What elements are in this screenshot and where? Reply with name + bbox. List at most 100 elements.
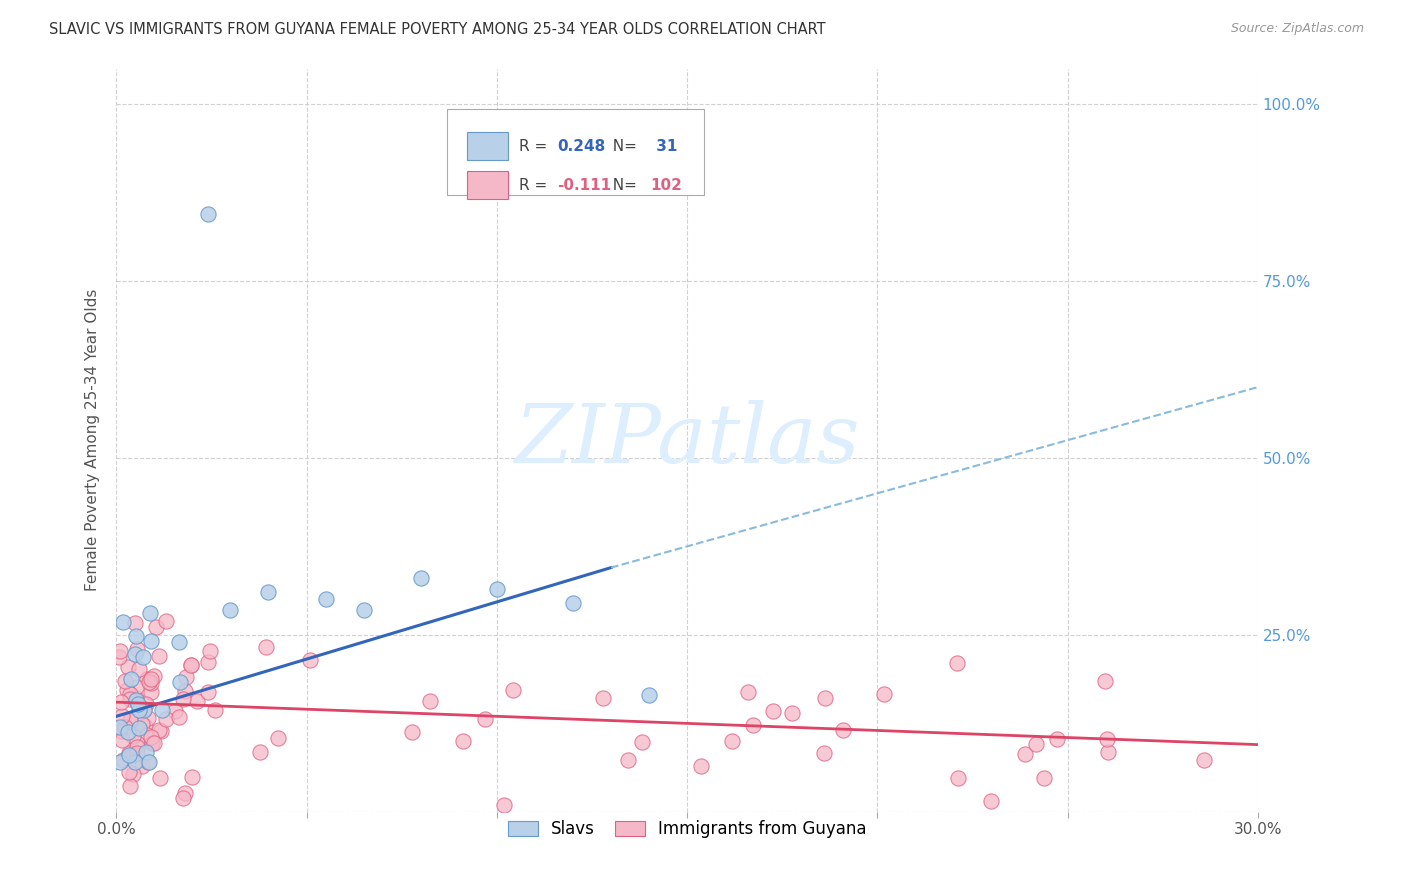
Point	[125, 641, 148, 656]
Point	[134, 719, 156, 733]
Point	[266, 731, 288, 746]
Point	[1094, 674, 1116, 689]
Point	[142, 736, 165, 750]
Point	[136, 711, 159, 725]
Point	[128, 703, 150, 717]
Point	[136, 672, 159, 686]
Point	[172, 692, 194, 706]
Point	[117, 683, 139, 698]
Point	[110, 695, 132, 709]
Point	[631, 734, 654, 748]
Point	[139, 684, 162, 698]
Point	[139, 606, 162, 620]
Point	[131, 759, 153, 773]
Point	[131, 650, 153, 665]
Point	[141, 634, 163, 648]
Text: SLAVIC VS IMMIGRANTS FROM GUYANA FEMALE POVERTY AMONG 25-34 YEAR OLDS CORRELATIO: SLAVIC VS IMMIGRANTS FROM GUYANA FEMALE …	[49, 22, 825, 37]
Point	[762, 704, 785, 718]
Point	[114, 720, 136, 734]
Point	[125, 681, 148, 695]
Point	[141, 736, 163, 750]
Point	[1192, 753, 1215, 767]
Text: N=: N=	[603, 178, 641, 193]
Point	[139, 731, 162, 745]
Point	[124, 616, 146, 631]
Point	[138, 756, 160, 770]
Point	[180, 770, 202, 784]
Point	[186, 694, 208, 708]
Point	[592, 691, 614, 706]
Point	[401, 724, 423, 739]
Point	[135, 728, 157, 742]
Point	[128, 662, 150, 676]
Point	[204, 703, 226, 717]
Point	[108, 720, 131, 734]
Point	[172, 791, 194, 805]
Point	[143, 669, 166, 683]
Text: 0.248: 0.248	[557, 139, 605, 153]
Point	[492, 797, 515, 812]
Text: R =: R =	[519, 139, 553, 153]
Point	[451, 734, 474, 748]
Point	[111, 733, 134, 747]
Point	[111, 615, 134, 629]
Point	[135, 745, 157, 759]
Point	[135, 697, 157, 711]
Point	[125, 629, 148, 643]
Point	[138, 675, 160, 690]
Point	[197, 684, 219, 698]
Text: Source: ZipAtlas.com: Source: ZipAtlas.com	[1230, 22, 1364, 36]
Point	[122, 767, 145, 781]
Point	[118, 714, 141, 729]
Point	[1033, 771, 1056, 785]
Point	[110, 708, 132, 723]
Point	[780, 706, 803, 720]
Point	[1014, 747, 1036, 762]
Point	[1025, 737, 1047, 751]
Point	[561, 596, 583, 610]
Point	[353, 603, 375, 617]
Point	[152, 703, 174, 717]
Point	[117, 725, 139, 739]
Point	[155, 712, 177, 726]
Point	[149, 771, 172, 785]
Point	[107, 650, 129, 665]
Point	[980, 794, 1002, 808]
Text: 102: 102	[651, 178, 682, 193]
Point	[148, 648, 170, 663]
Point	[814, 691, 837, 706]
Point	[1097, 745, 1119, 759]
Point	[873, 687, 896, 701]
Point	[114, 673, 136, 688]
Text: -0.111: -0.111	[557, 178, 612, 193]
Point	[141, 676, 163, 690]
Point	[502, 682, 524, 697]
Point	[118, 713, 141, 727]
Point	[173, 684, 195, 698]
Point	[122, 748, 145, 763]
Point	[127, 736, 149, 750]
Bar	[467, 171, 508, 200]
Point	[118, 747, 141, 762]
Point	[946, 656, 969, 670]
Point	[132, 703, 155, 717]
Point	[108, 644, 131, 658]
Point	[112, 753, 135, 767]
Point	[132, 702, 155, 716]
Point	[813, 747, 835, 761]
Point	[173, 786, 195, 800]
Point	[118, 779, 141, 793]
Point	[165, 704, 187, 718]
Point	[721, 733, 744, 747]
Point	[117, 660, 139, 674]
Point	[1095, 731, 1118, 746]
Text: N=: N=	[603, 139, 641, 153]
Point	[419, 694, 441, 708]
Point	[690, 758, 713, 772]
Point	[485, 582, 508, 596]
Point	[124, 647, 146, 661]
Point	[257, 585, 280, 599]
Point	[127, 698, 149, 712]
Point	[254, 640, 277, 655]
Point	[638, 688, 661, 702]
